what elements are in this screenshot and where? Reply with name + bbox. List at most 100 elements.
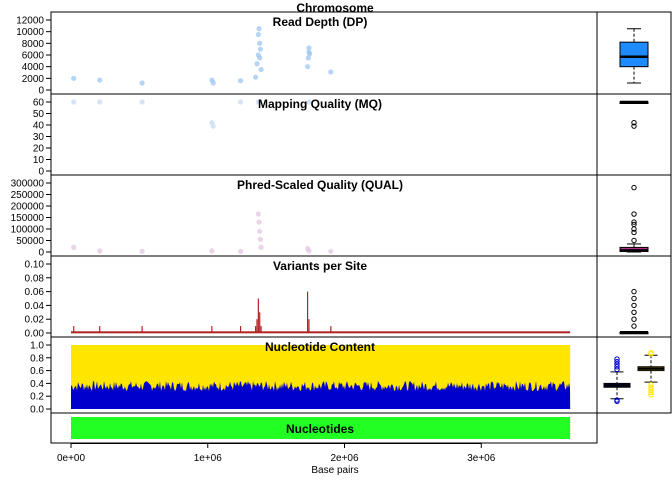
y-tick-label: 10000 bbox=[16, 27, 44, 38]
data-point bbox=[328, 69, 334, 75]
data-point bbox=[256, 219, 262, 225]
data-point bbox=[210, 123, 216, 129]
y-tick-label: 0.08 bbox=[25, 273, 45, 284]
y-tick-label: 0.4 bbox=[30, 379, 44, 390]
panel-title: Read Depth (DP) bbox=[273, 15, 368, 29]
y-tick-label: 0.6 bbox=[30, 366, 44, 377]
data-point bbox=[255, 31, 261, 38]
box-outlier bbox=[631, 302, 637, 309]
data-point bbox=[328, 248, 334, 254]
panel-title: Nucleotides bbox=[286, 422, 354, 436]
y-tick-label: 50000 bbox=[16, 236, 44, 247]
box-outlier bbox=[648, 387, 654, 393]
y-tick-label: 150000 bbox=[11, 213, 45, 224]
panel-title: Variants per Site bbox=[273, 259, 367, 273]
box-outlier bbox=[614, 356, 620, 362]
data-point bbox=[257, 40, 263, 46]
data-point bbox=[256, 26, 262, 32]
y-tick-label: 8000 bbox=[22, 39, 45, 50]
y-tick-label: 100000 bbox=[11, 225, 45, 236]
box-outlier bbox=[631, 184, 637, 191]
y-tick-label: 0 bbox=[38, 248, 44, 259]
y-tick-label: 0.06 bbox=[25, 287, 45, 298]
box-outlier bbox=[631, 123, 637, 129]
y-tick-label: 40 bbox=[33, 121, 45, 132]
y-tick-label: 0.04 bbox=[25, 301, 45, 312]
data-point bbox=[304, 64, 311, 70]
box-outlier bbox=[648, 392, 654, 398]
box-outlier bbox=[614, 358, 620, 365]
data-point bbox=[306, 99, 312, 105]
box-iqr bbox=[619, 41, 649, 68]
box-outlier bbox=[631, 288, 637, 295]
y-tick-label: 12000 bbox=[16, 16, 44, 27]
box-outlier bbox=[614, 366, 620, 373]
box-outlier bbox=[631, 295, 637, 302]
y-tick-label: 1.0 bbox=[30, 341, 44, 352]
box-outlier bbox=[631, 309, 637, 315]
y-tick-label: 0.10 bbox=[25, 260, 45, 271]
box-outlier bbox=[648, 389, 654, 396]
data-point bbox=[139, 80, 145, 86]
nucleotide-bar bbox=[71, 417, 571, 439]
y-tick-label: 60 bbox=[33, 98, 45, 109]
y-tick-label: 6000 bbox=[22, 51, 45, 62]
data-point bbox=[258, 244, 264, 250]
data-point bbox=[257, 236, 264, 242]
y-tick-label: 50 bbox=[33, 109, 45, 120]
y-tick-label: 0 bbox=[38, 86, 44, 97]
x-tick-label: 0e+00 bbox=[57, 453, 86, 464]
box-outlier bbox=[631, 221, 637, 228]
data-point bbox=[306, 45, 312, 51]
y-tick-label: 0.2 bbox=[30, 392, 44, 403]
y-tick-label: 4000 bbox=[22, 62, 45, 73]
box-panel-frame bbox=[596, 336, 672, 414]
y-tick-label: 300000 bbox=[11, 179, 45, 190]
data-point bbox=[255, 211, 261, 217]
data-point bbox=[257, 46, 264, 52]
data-point bbox=[257, 228, 263, 234]
data-point bbox=[237, 78, 244, 84]
data-point bbox=[253, 74, 259, 80]
y-tick-label: 10 bbox=[33, 155, 45, 166]
figure-title: Chromosome bbox=[296, 1, 374, 15]
content-series-at bbox=[71, 380, 571, 409]
box-outlier bbox=[614, 398, 620, 405]
data-point bbox=[71, 244, 77, 250]
data-point bbox=[254, 61, 260, 67]
box-outlier bbox=[631, 237, 637, 244]
box-outlier bbox=[631, 316, 637, 322]
box-outlier bbox=[614, 361, 620, 367]
data-point bbox=[257, 55, 263, 61]
y-tick-label: 0.0 bbox=[30, 405, 44, 416]
variant-baseline bbox=[71, 331, 571, 334]
data-point bbox=[97, 248, 103, 254]
y-tick-label: 200000 bbox=[11, 202, 45, 213]
data-point bbox=[97, 77, 103, 83]
y-tick-label: 0.00 bbox=[25, 329, 45, 340]
data-point bbox=[210, 80, 216, 86]
panel-title: Mapping Quality (MQ) bbox=[258, 97, 382, 111]
x-tick-label: 3e+06 bbox=[467, 453, 496, 464]
x-axis-label: Base pairs bbox=[311, 465, 358, 476]
panel-title: Nucleotide Content bbox=[265, 340, 375, 354]
data-point bbox=[237, 99, 244, 105]
box-panel-frame bbox=[596, 93, 672, 176]
data-point bbox=[306, 248, 312, 254]
y-tick-label: 30 bbox=[33, 132, 45, 143]
y-tick-label: 0 bbox=[38, 167, 44, 178]
box-outlier bbox=[648, 384, 654, 390]
x-tick-label: 2e+06 bbox=[330, 453, 359, 464]
box-outlier bbox=[631, 323, 637, 329]
box-outlier bbox=[648, 349, 654, 356]
data-point bbox=[139, 248, 145, 254]
box-outlier bbox=[631, 229, 637, 236]
y-tick-label: 0.02 bbox=[25, 315, 45, 326]
box-outlier bbox=[631, 120, 637, 126]
panel-title: Phred-Scaled Quality (QUAL) bbox=[237, 178, 403, 192]
y-tick-label: 0.8 bbox=[30, 353, 44, 364]
box-outlier bbox=[631, 211, 637, 217]
box-outlier bbox=[648, 381, 654, 388]
x-tick-label: 1e+06 bbox=[194, 453, 223, 464]
